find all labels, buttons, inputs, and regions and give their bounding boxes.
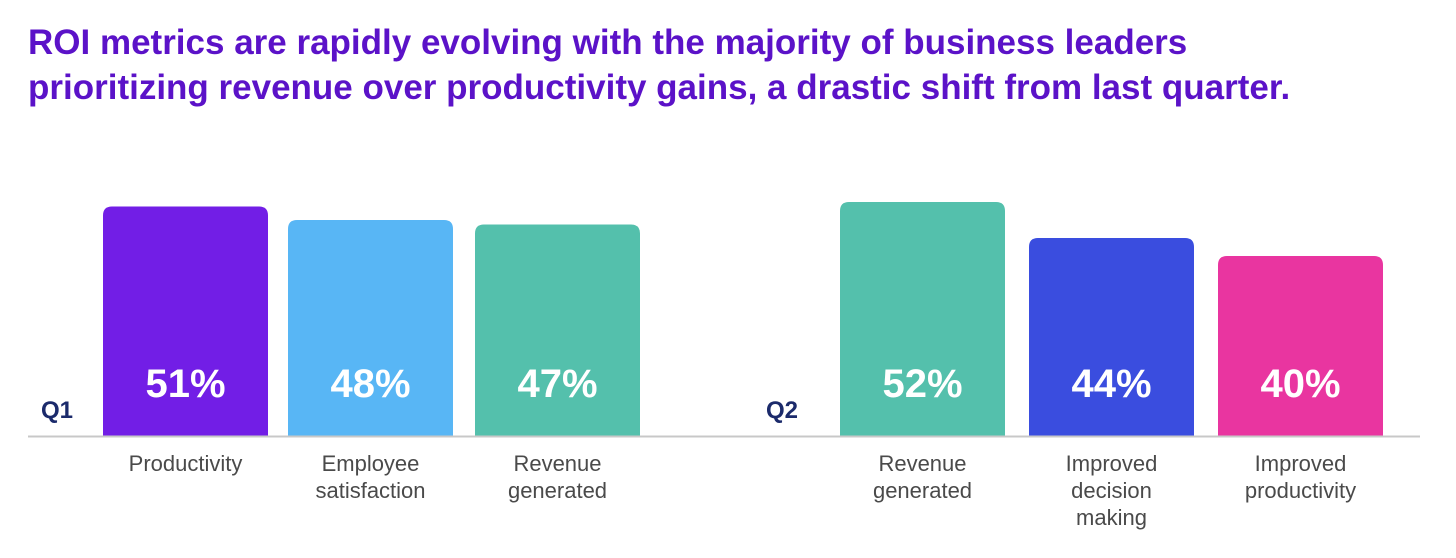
chart-title-line: prioritizing revenue over productivity g…: [28, 68, 1290, 107]
bar-value-label: 44%: [1071, 362, 1151, 406]
bar-value-label: 51%: [145, 362, 225, 406]
group-label: Q1: [41, 397, 73, 424]
bar-value-label: 47%: [517, 362, 597, 406]
chart-title-line: ROI metrics are rapidly evolving with th…: [28, 23, 1187, 62]
bar: [1218, 256, 1383, 436]
category-label: satisfaction: [315, 478, 425, 503]
bar: [1029, 238, 1194, 436]
bar: [840, 202, 1005, 436]
category-label: Revenue: [513, 451, 601, 476]
category-label: Employee: [322, 451, 420, 476]
bar: [475, 224, 640, 436]
category-label: Improved: [1066, 451, 1158, 476]
category-label: productivity: [1245, 478, 1356, 503]
bar: [288, 220, 453, 436]
category-label: generated: [873, 478, 972, 503]
bar-value-label: 48%: [330, 362, 410, 406]
category-label: generated: [508, 478, 607, 503]
group-label: Q2: [766, 397, 798, 424]
category-label: Revenue: [878, 451, 966, 476]
category-label: making: [1076, 505, 1147, 530]
bar-value-label: 52%: [882, 362, 962, 406]
bar: [103, 206, 268, 436]
category-label: Improved: [1255, 451, 1347, 476]
category-label: Productivity: [129, 451, 243, 476]
bar-value-label: 40%: [1260, 362, 1340, 406]
category-label: decision: [1071, 478, 1152, 503]
